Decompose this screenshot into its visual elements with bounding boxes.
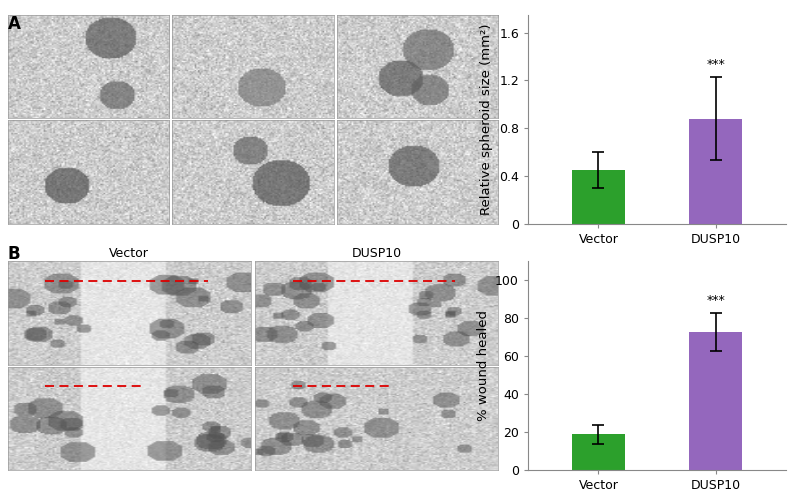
Y-axis label: Relative spheroid size (mm²): Relative spheroid size (mm²) [480, 24, 494, 215]
Title: DUSP10: DUSP10 [352, 247, 402, 260]
Title: Vector: Vector [110, 247, 149, 260]
Y-axis label: % wound healed: % wound healed [476, 310, 490, 421]
Bar [572, 434, 625, 470]
Text: A: A [8, 15, 21, 33]
Text: B: B [8, 245, 21, 263]
Text: ***: *** [707, 58, 725, 71]
Text: ***: *** [707, 294, 725, 307]
Bar [572, 170, 625, 224]
Bar [689, 119, 742, 224]
Bar [689, 332, 742, 470]
